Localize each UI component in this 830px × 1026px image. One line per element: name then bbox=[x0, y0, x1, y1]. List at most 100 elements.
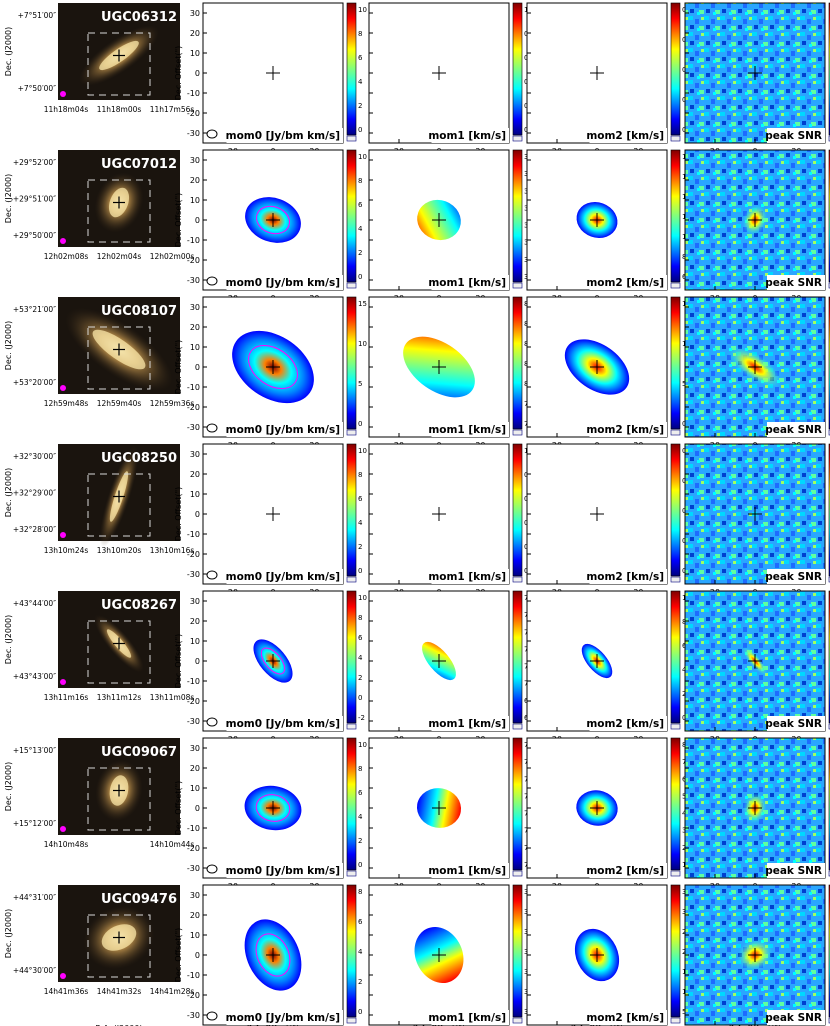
colorbar-gradient bbox=[346, 149, 357, 283]
colorbar-underflow bbox=[512, 576, 523, 583]
y-tick-label: -10 bbox=[187, 383, 200, 392]
field-box bbox=[87, 179, 151, 243]
snr-panel: 200-20peak SNR02468 bbox=[684, 296, 830, 450]
y-tick-label: 20 bbox=[190, 764, 200, 773]
colorbar-tick-label: 6 bbox=[358, 54, 363, 62]
y-tick-label: -20 bbox=[187, 991, 200, 1000]
x-axis-label: R.A. Offset(") bbox=[729, 1024, 781, 1026]
mom1-panel: 200-20mom1 [km/s]31403160318032003220324… bbox=[368, 884, 542, 1026]
y-tick-label: 30 bbox=[190, 597, 200, 606]
mom1-panel: 200-20mom1 [km/s]69006950700070507100715… bbox=[368, 590, 542, 744]
field-box bbox=[87, 326, 151, 390]
mom0-contour bbox=[255, 794, 291, 822]
y-tick-label: 0 bbox=[195, 951, 200, 960]
colorbar-underflow bbox=[670, 282, 681, 289]
colorbar-gradient bbox=[346, 296, 357, 430]
y-tick-label: 0 bbox=[195, 510, 200, 519]
y-tick-label: 30 bbox=[190, 450, 200, 459]
colorbar-underflow bbox=[670, 135, 681, 142]
y-tick-label: 30 bbox=[190, 9, 200, 18]
mom0-colorbar: 0 2 4 6 8 10 bbox=[346, 149, 367, 289]
mom1-label: mom1 [km/s] bbox=[428, 1012, 506, 1024]
colorbar-tick-label: 5 bbox=[682, 1008, 686, 1016]
colorbar-tick-label: 10 bbox=[358, 447, 367, 455]
dec-axis-label: Dec. (J2000) bbox=[4, 174, 13, 224]
dec-tick-label: +53°21′00″ bbox=[13, 305, 56, 314]
panel-label-box bbox=[767, 863, 825, 878]
dec-tick-label: +43°43′00″ bbox=[13, 672, 56, 681]
mom0-label: mom0 [Jy/bm km/s] bbox=[226, 130, 340, 142]
mom2-label: mom2 [km/s] bbox=[586, 718, 664, 730]
colorbar-underflow bbox=[346, 429, 357, 436]
y-tick-label: 10 bbox=[190, 196, 200, 205]
colorbar-tick-label: 10 bbox=[358, 153, 367, 161]
y-tick-label: -20 bbox=[187, 256, 200, 265]
colorbar-tick-label: 8 bbox=[358, 30, 362, 38]
colorbar-gradient bbox=[346, 2, 357, 136]
mom0-colorbar: 0 2 4 6 8 10 bbox=[346, 2, 367, 142]
snr-panel: 200-20peak SNR11.522.533.544.5 bbox=[684, 443, 830, 597]
dec-tick-label: +15°13′00″ bbox=[13, 746, 56, 755]
y-tick-label: -10 bbox=[187, 824, 200, 833]
colorbar-gradient bbox=[670, 2, 681, 136]
y-tick-label: 10 bbox=[190, 49, 200, 58]
colorbar-tick-label: 8 bbox=[358, 888, 362, 896]
colorbar-tick-label: 2 bbox=[358, 249, 362, 257]
y-tick-label: -10 bbox=[187, 971, 200, 980]
y-tick-label: -20 bbox=[187, 844, 200, 853]
snr-label: peak SNR bbox=[765, 718, 822, 730]
colorbar-tick-label: 6 bbox=[358, 495, 363, 503]
y-tick-label: 20 bbox=[190, 911, 200, 920]
mom2-panel: 200-20mom2 [km/s]020406080100 bbox=[526, 590, 695, 744]
y-axis-label: Dec. Offset(") bbox=[174, 46, 183, 101]
colorbar-underflow bbox=[670, 429, 681, 436]
panel-label-box bbox=[767, 716, 825, 731]
galaxy-name: UGC08267 bbox=[101, 598, 177, 613]
colorbar-tick-label: 4 bbox=[358, 519, 363, 527]
colorbar-underflow bbox=[670, 576, 681, 583]
mom0-label: mom0 [Jy/bm km/s] bbox=[226, 571, 340, 583]
colorbar-tick-label: 0 bbox=[682, 567, 686, 575]
y-tick-label: 20 bbox=[190, 29, 200, 38]
colorbar-underflow bbox=[346, 870, 357, 877]
mom0-contour bbox=[255, 933, 291, 977]
y-tick-label: 0 bbox=[195, 363, 200, 372]
mom0-contour bbox=[260, 647, 286, 675]
colorbar-tick-label: 2 bbox=[358, 543, 362, 551]
mom0-label: mom0 [Jy/bm km/s] bbox=[226, 424, 340, 436]
colorbar-tick-label: 0 bbox=[682, 714, 686, 722]
colorbar-gradient bbox=[670, 884, 681, 1018]
galaxy-row: UGC08250+32°30′00″+32°29′00″+32°28′00″De… bbox=[4, 443, 830, 597]
y-axis-label: Dec. Offset(") bbox=[174, 340, 183, 395]
colorbar-gradient bbox=[512, 149, 523, 283]
dec-axis-label: Dec. (J2000) bbox=[4, 615, 13, 665]
beam-marker bbox=[60, 826, 66, 832]
galaxy-row: UGC08267 +43°44′00″ +43°43′00″Dec. (J2000)… bbox=[4, 590, 830, 744]
dec-axis-label: Dec. (J2000) bbox=[4, 27, 13, 77]
colorbar-gradient bbox=[670, 443, 681, 577]
colorbar-tick-label: 10 bbox=[358, 594, 367, 602]
y-tick-label: -30 bbox=[187, 276, 200, 285]
ra-tick-label: 13h11m12s bbox=[97, 693, 142, 702]
panel-label-box bbox=[431, 422, 509, 437]
y-tick-label: -20 bbox=[187, 403, 200, 412]
colorbar-gradient bbox=[512, 443, 523, 577]
colorbar-tick-label: 0 bbox=[358, 126, 362, 134]
ra-tick-label: 12h02m00s bbox=[150, 252, 195, 261]
beam-marker bbox=[60, 679, 66, 685]
x-axis-label: R.A. Offset(") bbox=[413, 1024, 465, 1026]
ra-tick-label: 13h10m20s bbox=[97, 546, 142, 555]
dec-tick-label: +32°30′00″ bbox=[13, 452, 56, 461]
colorbar-tick-label: 10 bbox=[358, 340, 367, 348]
panel-label-box bbox=[589, 275, 667, 290]
mom0-colorbar: 0 2 4 6 8 bbox=[346, 884, 363, 1024]
colorbar-tick-label: 0 bbox=[358, 694, 362, 702]
dec-axis-label: Dec. (J2000) bbox=[4, 321, 13, 371]
colorbar-tick-label: 4 bbox=[358, 948, 363, 956]
galaxy-name: UGC06312 bbox=[101, 10, 177, 25]
y-tick-label: 30 bbox=[190, 303, 200, 312]
ra-tick-label: 13h11m16s bbox=[44, 693, 89, 702]
panel-label-box bbox=[767, 1010, 825, 1025]
